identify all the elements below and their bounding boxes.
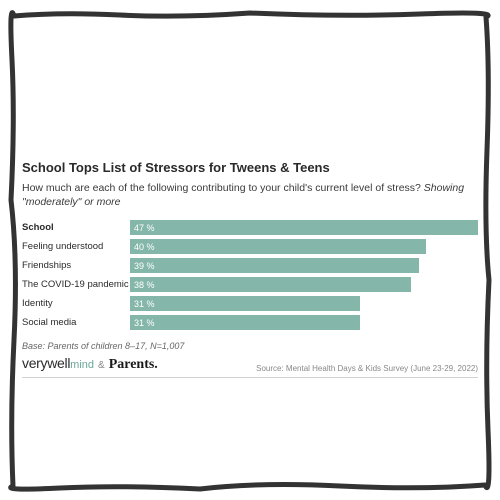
bar-wrap: 39 % (130, 258, 478, 273)
brand-ampersand: & (98, 360, 105, 371)
bar-value: 39 % (134, 261, 155, 271)
bar: 31 % (130, 315, 360, 330)
chart-row: Feeling understood 40 % (22, 238, 478, 255)
bar-value: 38 % (134, 280, 155, 290)
bar-value: 47 % (134, 223, 155, 233)
chart-title: School Tops List of Stressors for Tweens… (22, 160, 478, 175)
chart-row: The COVID-19 pandemic 38 % (22, 276, 478, 293)
bar-wrap: 47 % (130, 220, 478, 235)
chart-row: School 47 % (22, 219, 478, 236)
brand-verywell: verywellmind (22, 355, 94, 373)
category-label: Friendships (22, 260, 130, 271)
base-note: Base: Parents of children 8–17, N=1,007 (22, 341, 478, 351)
bar-value: 40 % (134, 242, 155, 252)
brand-parents: Parents. (109, 357, 158, 373)
bar: 39 % (130, 258, 419, 273)
footer: verywellmind & Parents. Source: Mental H… (22, 355, 478, 378)
chart-row: Friendships 39 % (22, 257, 478, 274)
bar-value: 31 % (134, 318, 155, 328)
bar-chart: School 47 % Feeling understood 40 % Friendsh… (22, 219, 478, 331)
bar-value: 31 % (134, 299, 155, 309)
brand-lockup: verywellmind & Parents. (22, 355, 158, 373)
bar-wrap: 38 % (130, 277, 478, 292)
category-label: Identity (22, 298, 130, 309)
bar: 31 % (130, 296, 360, 311)
bar: 47 % (130, 220, 478, 235)
bar-wrap: 31 % (130, 315, 478, 330)
source-text: Source: Mental Health Days & Kids Survey… (256, 364, 478, 373)
bar-wrap: 40 % (130, 239, 478, 254)
category-label: The COVID-19 pandemic (22, 279, 130, 290)
chart-card: School Tops List of Stressors for Tweens… (22, 160, 478, 378)
subtitle-lead: How much are each of the following contr… (22, 182, 424, 194)
bar-wrap: 31 % (130, 296, 478, 311)
category-label: Social media (22, 317, 130, 328)
bar: 40 % (130, 239, 426, 254)
category-label: Feeling understood (22, 241, 130, 252)
chart-subtitle: How much are each of the following contr… (22, 181, 478, 209)
chart-row: Social media 31 % (22, 314, 478, 331)
category-label: School (22, 222, 130, 233)
bar: 38 % (130, 277, 411, 292)
chart-row: Identity 31 % (22, 295, 478, 312)
